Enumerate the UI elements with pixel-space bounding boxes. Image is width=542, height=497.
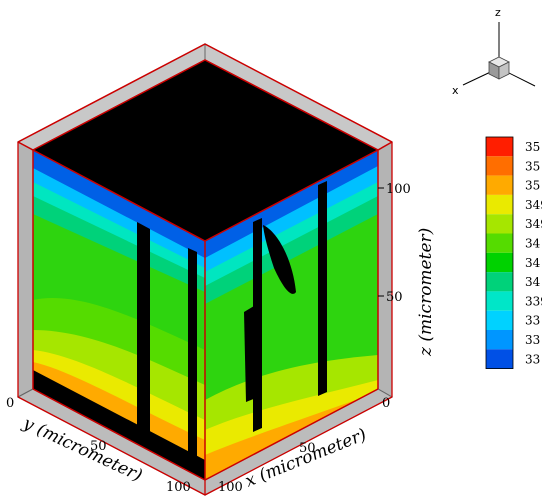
legend-swatch — [486, 194, 513, 215]
cube-frame — [17, 43, 393, 481]
triad-cube-right — [498, 61, 510, 80]
legend-label: 33 — [525, 333, 540, 347]
grain-streak — [263, 225, 296, 294]
legend-label: 35 — [525, 179, 540, 193]
outer-floor-frame — [17, 142, 393, 496]
column-left-1 — [137, 222, 150, 432]
column-left-2 — [188, 248, 197, 465]
grain-blob — [244, 306, 256, 402]
z-axis-label: z (micrometer) — [416, 228, 436, 357]
legend-label: 34 — [525, 275, 541, 289]
legend-label: 33 — [525, 314, 540, 328]
x-tick-100: 100 — [218, 480, 243, 495]
orientation-triad: z x — [452, 6, 536, 97]
z-tick-50: 50 — [386, 290, 403, 305]
y-tick-0: 0 — [6, 396, 14, 411]
x-tick-50: 50 — [299, 441, 316, 456]
legend-label: 349 — [525, 198, 542, 212]
legend-swatch — [486, 272, 513, 292]
legend-swatch — [486, 175, 513, 195]
legend-swatch — [486, 291, 513, 311]
legend-label: 35 — [525, 159, 540, 173]
legend-swatch — [486, 233, 513, 253]
y-tick-100: 100 — [166, 480, 191, 495]
legend-swatch — [486, 156, 513, 176]
legend-label: 35 — [525, 140, 540, 154]
legend-label: 34 — [525, 237, 541, 251]
legend-swatch — [486, 310, 513, 330]
column-right-2 — [318, 181, 327, 396]
legend-label: 33 — [525, 352, 540, 366]
y-tick-50: 50 — [90, 439, 107, 454]
legend-swatch — [486, 252, 513, 273]
z-axis: 100 50 z (micrometer) — [378, 182, 436, 357]
left-face — [33, 150, 205, 480]
legend-label: 339 — [525, 294, 542, 308]
triad-z-label: z — [495, 6, 501, 19]
triad-x-label: x — [452, 84, 459, 97]
floor-left-strip — [17, 141, 34, 398]
color-legend: 35 35 35 349 349 34 34 34 339 33 33 33 — [485, 136, 542, 370]
legend-swatch — [486, 214, 513, 234]
legend-label: 34 — [525, 256, 541, 270]
legend-swatch — [486, 137, 513, 157]
x-tick-0: 0 — [382, 396, 390, 411]
legend-swatch — [486, 330, 513, 350]
z-tick-100: 100 — [386, 182, 411, 197]
legend-swatch — [486, 349, 513, 369]
legend-label: 349 — [525, 217, 542, 231]
floor-right-strip — [377, 141, 393, 398]
legend-border — [485, 136, 514, 370]
